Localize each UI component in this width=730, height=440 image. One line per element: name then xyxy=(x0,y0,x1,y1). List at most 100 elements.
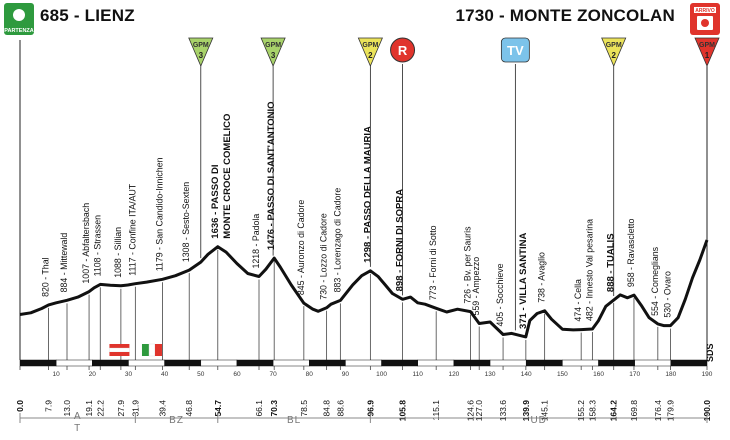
km-scale-tick: 100 xyxy=(376,371,387,378)
region-label: T xyxy=(74,423,81,434)
km-label: 164.2 xyxy=(609,400,619,422)
km-scale-tick: 60 xyxy=(233,371,241,378)
arrivo-badge-strip xyxy=(694,7,716,13)
gpm-label: GPM xyxy=(362,42,378,49)
km-label: 0.0 xyxy=(15,400,25,412)
km-scale-tick: 50 xyxy=(197,371,205,378)
km-label: 46.8 xyxy=(184,400,194,417)
km-label: 115.1 xyxy=(431,400,441,421)
location-label: 738 - Avaglio xyxy=(537,252,547,303)
location-label: 888 - TUALIS xyxy=(606,233,617,292)
km-strip-segment xyxy=(634,359,672,367)
flag-stripe xyxy=(154,344,162,356)
location-label: 1476 - PASSO DI SANT'ANTONIO xyxy=(266,101,277,250)
km-scale-tick: 160 xyxy=(593,371,604,378)
rifornimento-badge: R xyxy=(390,37,416,63)
km-scale-tick: 30 xyxy=(125,371,133,378)
km-scale-tick: 40 xyxy=(161,371,169,378)
km-scale-tick: 190 xyxy=(702,371,713,378)
km-scale-tick: 10 xyxy=(53,371,61,378)
finish-title: 1730 - MONTE ZONCOLAN xyxy=(455,6,675,25)
arrivo-badge-label: ARRIVO xyxy=(695,8,715,14)
km-label: 22.2 xyxy=(95,400,105,417)
gpm-category: 2 xyxy=(611,51,616,60)
km-strip-segment xyxy=(670,359,708,367)
gpm-triangle xyxy=(357,37,383,68)
gpm-badge: GPM 3 xyxy=(260,37,286,68)
km-label: 39.4 xyxy=(157,400,167,417)
km-scale-tick: 140 xyxy=(521,371,532,378)
gpm-badge: GPM 3 xyxy=(188,37,214,68)
km-scale-tick: 120 xyxy=(448,371,459,378)
km-label: 19.1 xyxy=(84,400,94,417)
km-strip-segment xyxy=(272,359,310,367)
km-scale-tick: 20 xyxy=(89,371,97,378)
location-label: 530 - Ovaro xyxy=(662,271,672,318)
gpm-badge: GPM 2 xyxy=(601,37,627,68)
location-label: 1117 - Confine ITA/AUT xyxy=(127,183,137,276)
start-title: 685 - LIENZ xyxy=(40,6,135,25)
km-label: 127.0 xyxy=(474,400,484,422)
location-label: 559 - Ampezzo xyxy=(471,257,481,316)
km-label: 139.9 xyxy=(521,400,531,422)
km-scale-tick: 80 xyxy=(306,371,314,378)
location-label: 1218 - Padola xyxy=(251,214,261,269)
km-label: 66.1 xyxy=(254,400,264,417)
km-label: 155.2 xyxy=(576,400,586,422)
km-label: 54.7 xyxy=(213,400,223,417)
km-label: 78.5 xyxy=(299,400,309,417)
km-scale-tick: 180 xyxy=(665,371,676,378)
tv-label: TV xyxy=(507,43,524,58)
gpm-label: GPM xyxy=(265,42,281,49)
km-label: 105.8 xyxy=(398,400,408,422)
km-label: 13.0 xyxy=(62,400,72,417)
location-label: 845 - Auronzo di Cadore xyxy=(296,200,306,295)
km-strip-segment xyxy=(309,359,346,367)
location-label: 405 - Socchieve xyxy=(495,263,505,326)
flag-icon xyxy=(13,9,25,21)
tv-badge: TV xyxy=(500,37,530,63)
tv-box xyxy=(500,37,530,63)
sponsor-logo: SDS xyxy=(705,343,715,362)
location-label: 726 - Bv. per Sauris xyxy=(463,226,473,304)
km-label: 145.1 xyxy=(540,400,550,422)
finish-icon xyxy=(701,19,709,27)
location-label: 884 - Mittewald xyxy=(59,233,69,293)
km-strip-segment xyxy=(525,359,563,367)
location-label: 482 - Innesto Val pesarina xyxy=(584,219,594,321)
km-strip-segment xyxy=(128,359,165,367)
gpm-label: GPM xyxy=(606,42,622,49)
flag-stripe xyxy=(109,347,130,353)
km-label: 96.9 xyxy=(365,400,375,417)
km-label: 70.3 xyxy=(269,400,279,417)
location-label: 1108 - Strassen xyxy=(92,215,102,277)
km-label: 179.9 xyxy=(665,400,675,422)
km-strip-segment xyxy=(55,359,93,367)
km-strip-segment xyxy=(164,359,202,367)
location-label: 1179 - San Candido-Innichen xyxy=(154,157,164,271)
location-label: 1088 - Sillian xyxy=(113,227,123,278)
region-label: UD xyxy=(530,415,546,426)
gpm-triangle xyxy=(601,37,627,68)
location-label: 1298 - PASSO DELLA MAURIA xyxy=(362,126,373,263)
location-label: 773 - Forni di Sotto xyxy=(428,225,438,300)
flag-stripe xyxy=(109,352,130,356)
rifornimento-circle xyxy=(390,37,416,63)
km-scale-tick: 70 xyxy=(269,371,277,378)
km-strip-segment xyxy=(200,359,238,367)
km-strip-segment xyxy=(19,359,57,367)
gpm-label: GPM xyxy=(193,42,209,49)
location-label: 1308 - Sesto-Sexten xyxy=(181,182,191,262)
km-label: 176.4 xyxy=(653,400,663,422)
location-label: 474 - Cella xyxy=(573,279,583,322)
location-label: 730 - Lozzo di Cadore xyxy=(319,213,329,300)
gpm-category: 3 xyxy=(271,51,276,60)
flag-austria xyxy=(109,344,130,356)
flag-stripe xyxy=(141,344,149,356)
region-label: BZ xyxy=(169,415,184,426)
km-strip-segment xyxy=(92,359,129,367)
km-label: 27.9 xyxy=(116,400,126,417)
km-label: 169.8 xyxy=(629,400,639,422)
km-label: 84.8 xyxy=(322,400,332,417)
